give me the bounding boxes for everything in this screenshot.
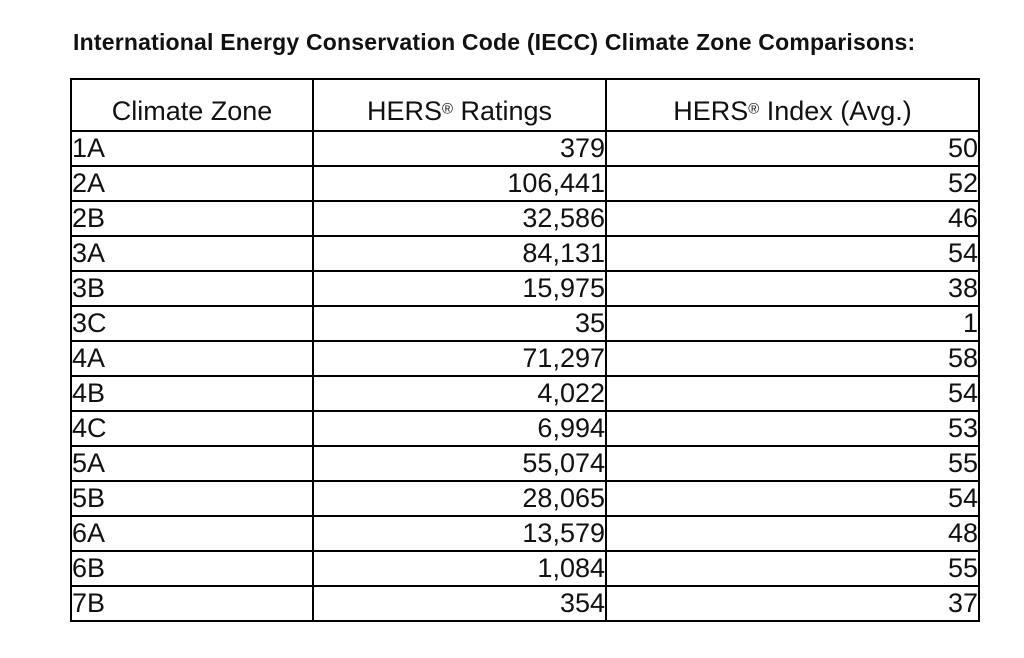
column-header-hers-ratings: HERS® Ratings — [312, 78, 607, 132]
hers-index-cell: 1 — [605, 305, 980, 342]
climate-zone-cell: 5B — [70, 480, 314, 517]
hers-index-cell: 54 — [605, 480, 980, 517]
climate-zone-cell: 5A — [70, 445, 314, 482]
hers-ratings-cell: 379 — [312, 130, 607, 167]
hers-index-cell: 58 — [605, 340, 980, 377]
table-row: 4B 4,022 54 — [70, 375, 980, 412]
climate-zone-cell: 3C — [70, 305, 314, 342]
climate-zone-cell: 2B — [70, 200, 314, 237]
climate-zone-cell: 4C — [70, 410, 314, 447]
table-row: 6B 1,084 55 — [70, 550, 980, 587]
climate-zone-cell: 4A — [70, 340, 314, 377]
climate-zone-cell: 1A — [70, 130, 314, 167]
hers-index-cell: 52 — [605, 165, 980, 202]
table-row: 5A 55,074 55 — [70, 445, 980, 482]
climate-zone-cell: 3A — [70, 235, 314, 272]
table-row: 2B 32,586 46 — [70, 200, 980, 237]
climate-zone-cell: 6B — [70, 550, 314, 587]
hers-ratings-cell: 106,441 — [312, 165, 607, 202]
table-row: 4A 71,297 58 — [70, 340, 980, 377]
table-row: 7B 354 37 — [70, 585, 980, 622]
hers-ratings-cell: 13,579 — [312, 515, 607, 552]
hers-ratings-cell: 1,084 — [312, 550, 607, 587]
table-header-row: Climate Zone HERS® Ratings HERS® Index (… — [70, 78, 980, 132]
hers-index-cell: 46 — [605, 200, 980, 237]
table-row: 4C 6,994 53 — [70, 410, 980, 447]
hers-ratings-cell: 15,975 — [312, 270, 607, 307]
hers-ratings-cell: 32,586 — [312, 200, 607, 237]
header-text: HERS — [366, 96, 442, 126]
hers-ratings-cell: 28,065 — [312, 480, 607, 517]
registered-mark: ® — [442, 101, 453, 118]
hers-ratings-cell: 55,074 — [312, 445, 607, 482]
climate-zone-cell: 6A — [70, 515, 314, 552]
hers-index-cell: 37 — [605, 585, 980, 622]
climate-zone-table: Climate Zone HERS® Ratings HERS® Index (… — [70, 78, 980, 622]
hers-index-cell: 53 — [605, 410, 980, 447]
climate-zone-cell: 4B — [70, 375, 314, 412]
header-text: Ratings — [452, 96, 552, 126]
hers-index-cell: 54 — [605, 375, 980, 412]
table-row: 1A 379 50 — [70, 130, 980, 167]
hers-ratings-cell: 6,994 — [312, 410, 607, 447]
table-row: 5B 28,065 54 — [70, 480, 980, 517]
hers-ratings-cell: 354 — [312, 585, 607, 622]
hers-index-cell: 50 — [605, 130, 980, 167]
hers-index-cell: 38 — [605, 270, 980, 307]
table-row: 3A 84,131 54 — [70, 235, 980, 272]
registered-mark: ® — [748, 101, 760, 118]
column-header-hers-index-avg: HERS® Index (Avg.) — [605, 78, 980, 132]
header-text: Index (Avg.) — [759, 96, 912, 126]
hers-ratings-cell: 71,297 — [312, 340, 607, 377]
hers-index-cell: 54 — [605, 235, 980, 272]
hers-ratings-cell: 84,131 — [312, 235, 607, 272]
header-text: HERS — [673, 96, 749, 126]
hers-index-cell: 55 — [605, 550, 980, 587]
hers-ratings-cell: 35 — [312, 305, 607, 342]
climate-zone-cell: 3B — [70, 270, 314, 307]
column-header-climate-zone: Climate Zone — [70, 78, 314, 132]
climate-zone-cell: 7B — [70, 585, 314, 622]
table-body: 1A 379 50 2A 106,441 52 2B 32,586 46 3A … — [70, 130, 980, 622]
table-row: 3C 35 1 — [70, 305, 980, 342]
climate-zone-cell: 2A — [70, 165, 314, 202]
table-row: 2A 106,441 52 — [70, 165, 980, 202]
page-title: International Energy Conservation Code (… — [73, 29, 916, 55]
hers-index-cell: 48 — [605, 515, 980, 552]
hers-index-cell: 55 — [605, 445, 980, 482]
table-row: 6A 13,579 48 — [70, 515, 980, 552]
hers-ratings-cell: 4,022 — [312, 375, 607, 412]
header-text: Climate Zone — [111, 96, 273, 126]
table-row: 3B 15,975 38 — [70, 270, 980, 307]
